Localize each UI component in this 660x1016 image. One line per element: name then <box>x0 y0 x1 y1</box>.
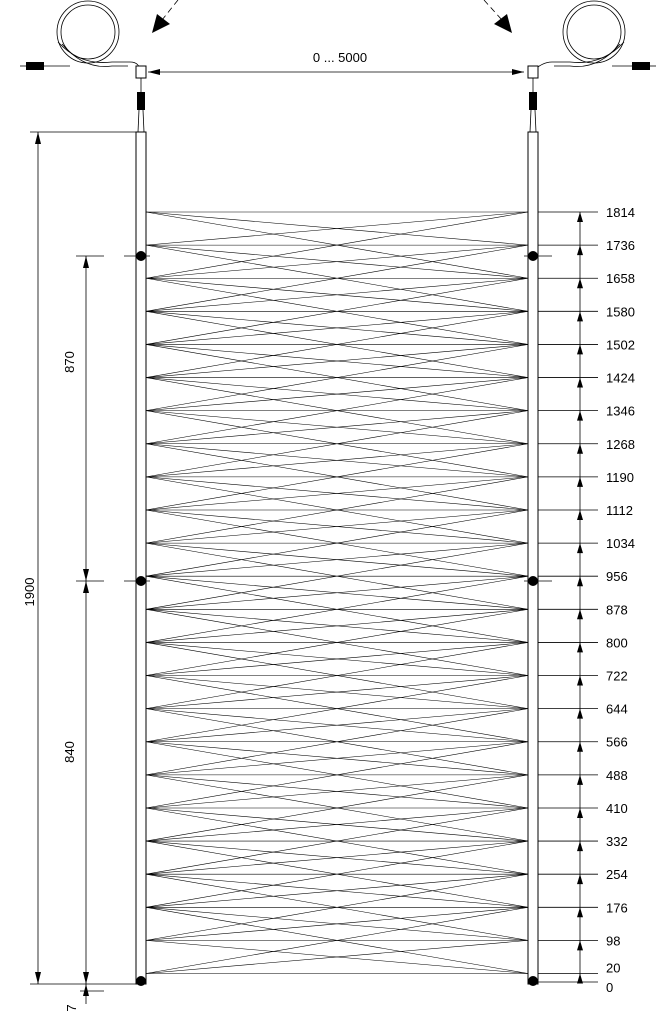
height-arrow <box>577 410 583 421</box>
height-label: 1736 <box>606 238 635 253</box>
lower-spacing-label: 840 <box>62 741 77 763</box>
height-label: 956 <box>606 569 628 584</box>
height-label: 1424 <box>606 371 635 386</box>
height-label: 488 <box>606 768 628 783</box>
height-arrow <box>577 874 583 885</box>
height-arrow <box>577 476 583 487</box>
beam-diagonal <box>145 311 529 345</box>
height-label: 176 <box>606 900 628 915</box>
upper-spacing-label: 870 <box>62 351 77 373</box>
beam-diagonal <box>145 443 529 478</box>
height-arrow <box>577 907 583 918</box>
height-label: 1268 <box>606 437 635 452</box>
height-label: 1112 <box>606 503 633 518</box>
height-label: 20 <box>606 961 620 976</box>
height-arrow <box>577 311 583 322</box>
height-label: 410 <box>606 801 628 816</box>
height-label: 1346 <box>606 404 635 419</box>
height-arrow <box>577 278 583 289</box>
height-label: 722 <box>606 669 628 684</box>
height-arrow <box>577 708 583 719</box>
bracket-spacing-dimension: 870 840 7 <box>62 255 104 1012</box>
height-arrow <box>577 509 583 520</box>
height-arrow <box>577 443 583 454</box>
range-label: 0 ... 5000 <box>313 50 367 65</box>
beam-diagonal <box>145 642 529 676</box>
height-arrow <box>577 377 583 388</box>
height-label: 1580 <box>606 304 635 319</box>
height-arrow <box>577 576 583 587</box>
height-arrow <box>577 940 583 951</box>
height-arrow <box>577 344 583 355</box>
height-arrow <box>577 245 583 256</box>
height-arrow <box>577 642 583 653</box>
beam-diagonal <box>145 708 529 743</box>
beam-diagonal <box>145 675 529 709</box>
beam-diagonal <box>145 476 529 511</box>
left-cable-coil-icon <box>20 0 147 133</box>
height-label: 1034 <box>606 536 635 551</box>
beam-diagonal <box>145 609 529 643</box>
beam-diagonal <box>145 741 529 776</box>
total-height-label: 1900 <box>22 578 37 607</box>
beam-diagonal <box>145 509 529 544</box>
arrow-left-icon <box>152 0 179 33</box>
height-label: 98 <box>606 933 620 948</box>
beam-diagonal <box>145 211 529 246</box>
right-cable-coil-icon <box>527 0 656 133</box>
total-height-dimension: 1900 <box>22 131 136 985</box>
height-label: 1190 <box>606 470 634 485</box>
bottom-offset-label: 7 <box>64 1004 79 1011</box>
beam-diagonal <box>145 873 529 908</box>
height-arrow <box>577 609 583 620</box>
height-label: 878 <box>606 602 628 617</box>
height-label: 800 <box>606 635 628 650</box>
height-arrow <box>577 841 583 852</box>
beam-diagonal <box>145 807 529 842</box>
beam-diagonal <box>145 344 529 378</box>
beam-diagonal <box>145 940 529 974</box>
beam-diagonal <box>145 840 529 875</box>
height-label: 566 <box>606 735 628 750</box>
height-label: 644 <box>606 702 628 717</box>
height-label: 0 <box>606 980 613 995</box>
beam-diagonal <box>145 410 529 445</box>
beam-diagonal <box>145 774 529 809</box>
mounting-brackets <box>124 251 552 986</box>
beam-diagonal <box>145 575 529 610</box>
height-arrow <box>577 675 583 686</box>
beam-diagonal <box>145 542 529 577</box>
beam-diagonal <box>145 277 529 312</box>
width-dimension: 0 ... 5000 <box>148 50 524 75</box>
beam-diagonal <box>145 244 529 279</box>
arrow-right-icon <box>483 0 512 33</box>
height-arrow <box>577 741 583 752</box>
height-label: 254 <box>606 867 628 882</box>
height-arrow <box>577 543 583 554</box>
height-ticks: 1814 1736 1658 1580 1502 1424 1346 1268 1190 1112… <box>538 205 635 995</box>
beam-diagonal <box>145 377 529 411</box>
height-arrow <box>577 973 583 984</box>
height-arrow <box>577 807 583 818</box>
height-arrow <box>577 212 583 222</box>
beam-diagonal <box>145 907 529 941</box>
height-label: 1814 <box>606 205 635 220</box>
height-label: 1502 <box>606 337 635 352</box>
height-label: 1658 <box>606 271 635 286</box>
height-arrow <box>577 774 583 785</box>
height-label: 332 <box>606 834 628 849</box>
beam-lattice <box>145 211 529 974</box>
